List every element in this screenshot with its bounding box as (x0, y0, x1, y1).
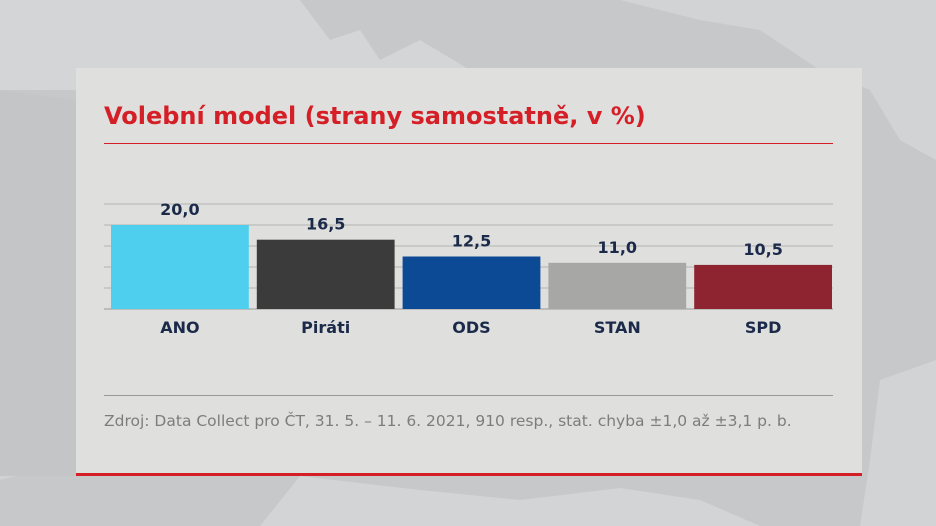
title-divider (104, 143, 833, 144)
category-label-ods: ODS (452, 318, 490, 337)
category-label-ano: ANO (160, 318, 199, 337)
chart-panel: Volební model (strany samostatně, v %) 2… (76, 68, 862, 474)
value-label-ano: 20,0 (160, 200, 199, 219)
bar-stan (548, 262, 687, 309)
bar-piráti (256, 239, 395, 309)
category-label-spd: SPD (745, 318, 782, 337)
bar-chart: 20,0 ANO 16,5 Piráti 12,5 ODS 11,0 STAN 10,5 SPD (104, 200, 833, 337)
source-divider (104, 395, 833, 396)
value-label-ods: 12,5 (452, 232, 491, 251)
chart-title: Volební model (strany samostatně, v %) (104, 102, 646, 130)
source-note: Zdroj: Data Collect pro ČT, 31. 5. – 11.… (104, 412, 792, 430)
value-label-spd: 10,5 (743, 240, 782, 259)
bar-spd (694, 264, 832, 309)
value-label-piráti: 16,5 (306, 215, 345, 234)
bar-ano (111, 225, 249, 309)
panel-accent-line (76, 473, 862, 476)
category-label-stan: STAN (594, 318, 641, 337)
category-label-piráti: Piráti (301, 318, 350, 337)
value-label-stan: 11,0 (598, 238, 637, 257)
bar-ods (402, 256, 541, 309)
